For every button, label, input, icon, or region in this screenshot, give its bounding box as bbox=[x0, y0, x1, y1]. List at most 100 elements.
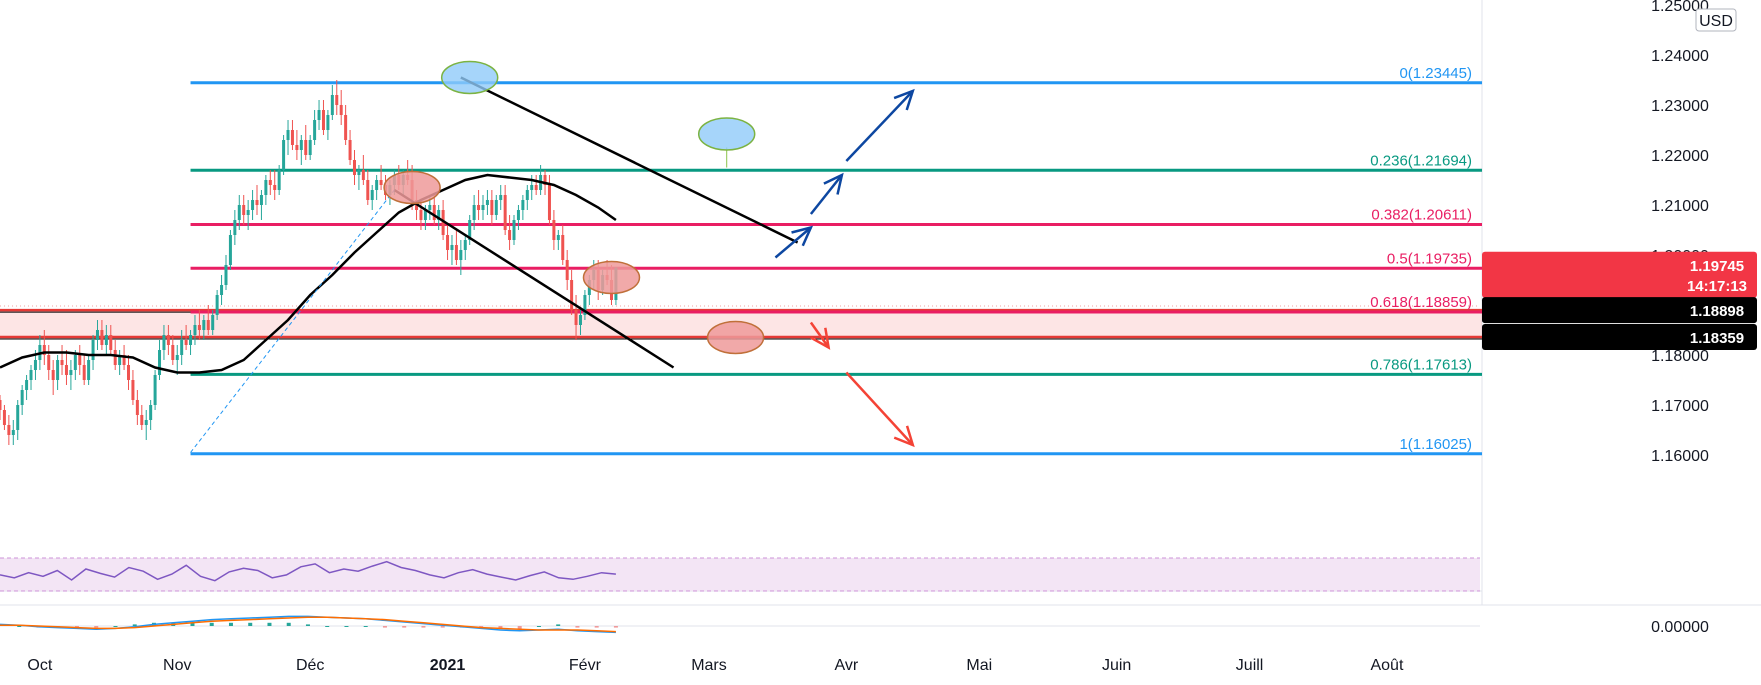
candle-body[interactable] bbox=[490, 200, 494, 215]
highlight-ellipse[interactable] bbox=[383, 170, 441, 205]
candle-body[interactable] bbox=[468, 220, 472, 240]
candle-body[interactable] bbox=[428, 205, 432, 210]
candle-body[interactable] bbox=[180, 340, 184, 355]
candle-body[interactable] bbox=[87, 360, 91, 380]
candle-body[interactable] bbox=[508, 230, 512, 240]
candle-body[interactable] bbox=[175, 355, 179, 360]
candle-body[interactable] bbox=[16, 405, 20, 430]
candle-body[interactable] bbox=[268, 180, 272, 185]
candle-body[interactable] bbox=[100, 330, 104, 345]
candle-body[interactable] bbox=[197, 325, 201, 330]
time-axis[interactable]: Oct Nov Déc 2021 Févr Mars Avr Mai Juin Juill Août bbox=[27, 657, 1404, 674]
candle-body[interactable] bbox=[259, 195, 263, 205]
candle-body[interactable] bbox=[561, 235, 565, 260]
candle-body[interactable] bbox=[95, 330, 99, 340]
candle-body[interactable] bbox=[525, 190, 529, 200]
candle-body[interactable] bbox=[335, 95, 339, 105]
candle-body[interactable] bbox=[158, 350, 162, 375]
candle-body[interactable] bbox=[326, 115, 330, 130]
candle-body[interactable] bbox=[419, 210, 423, 220]
candle-body[interactable] bbox=[282, 140, 286, 170]
candle-body[interactable] bbox=[215, 295, 219, 315]
candle-body[interactable] bbox=[339, 105, 343, 115]
candle-body[interactable] bbox=[42, 345, 46, 355]
candle-body[interactable] bbox=[446, 235, 450, 250]
candle-body[interactable] bbox=[273, 185, 277, 190]
candle-body[interactable] bbox=[113, 350, 117, 365]
candle-body[interactable] bbox=[277, 170, 281, 190]
candle-body[interactable] bbox=[574, 310, 578, 325]
candle-body[interactable] bbox=[547, 185, 551, 220]
candle-body[interactable] bbox=[237, 205, 241, 220]
candle-body[interactable] bbox=[295, 145, 299, 150]
candle-body[interactable] bbox=[304, 140, 308, 155]
candle-body[interactable] bbox=[171, 345, 175, 360]
candle-body[interactable] bbox=[56, 360, 60, 380]
candle-body[interactable] bbox=[308, 140, 312, 155]
candle-body[interactable] bbox=[357, 170, 361, 175]
candle-body[interactable] bbox=[352, 160, 356, 175]
candle-body[interactable] bbox=[118, 355, 122, 365]
candle-body[interactable] bbox=[521, 200, 525, 210]
candle-body[interactable] bbox=[228, 235, 232, 265]
candle-body[interactable] bbox=[379, 180, 383, 185]
candle-body[interactable] bbox=[290, 130, 294, 145]
candle-body[interactable] bbox=[47, 355, 51, 370]
candle-body[interactable] bbox=[7, 425, 11, 435]
candle-body[interactable] bbox=[366, 180, 370, 200]
candle-body[interactable] bbox=[432, 205, 436, 220]
candle-body[interactable] bbox=[370, 190, 374, 200]
candle-body[interactable] bbox=[211, 315, 215, 330]
candle-body[interactable] bbox=[104, 335, 108, 345]
candle-body[interactable] bbox=[78, 355, 82, 365]
candle-body[interactable] bbox=[25, 380, 29, 390]
candle-body[interactable] bbox=[565, 260, 569, 280]
trendline[interactable] bbox=[460, 76, 799, 244]
macd-panel[interactable]: 0.00000 bbox=[0, 615, 1709, 636]
candle-body[interactable] bbox=[242, 205, 246, 215]
candle-body[interactable] bbox=[552, 220, 556, 240]
candle-body[interactable] bbox=[348, 140, 352, 160]
candle-body[interactable] bbox=[149, 405, 153, 420]
candle-body[interactable] bbox=[441, 210, 445, 235]
candle-body[interactable] bbox=[131, 380, 135, 400]
candle-body[interactable] bbox=[286, 130, 290, 140]
highlight-ellipse[interactable] bbox=[582, 260, 641, 295]
candle-body[interactable] bbox=[69, 370, 73, 375]
candle-body[interactable] bbox=[140, 415, 144, 425]
trendline[interactable] bbox=[393, 188, 675, 369]
candle-body[interactable] bbox=[543, 175, 547, 185]
candle-body[interactable] bbox=[189, 335, 193, 345]
candle-body[interactable] bbox=[530, 185, 534, 190]
candle-body[interactable] bbox=[166, 335, 170, 345]
candle-body[interactable] bbox=[60, 360, 64, 365]
candle-body[interactable] bbox=[317, 110, 321, 120]
candle-body[interactable] bbox=[321, 110, 325, 130]
candle-body[interactable] bbox=[264, 180, 268, 195]
candle-body[interactable] bbox=[224, 265, 228, 285]
candle-body[interactable] bbox=[255, 200, 259, 205]
candle-body[interactable] bbox=[82, 365, 86, 380]
candle-body[interactable] bbox=[578, 315, 582, 325]
candle-body[interactable] bbox=[153, 375, 157, 405]
candle-body[interactable] bbox=[472, 205, 476, 220]
candle-body[interactable] bbox=[583, 295, 587, 315]
candle-body[interactable] bbox=[29, 370, 33, 380]
candle-body[interactable] bbox=[2, 410, 6, 425]
candle-body[interactable] bbox=[477, 205, 481, 210]
candle-body[interactable] bbox=[437, 210, 441, 220]
candle-body[interactable] bbox=[73, 355, 77, 370]
candle-body[interactable] bbox=[91, 340, 95, 360]
candle-body[interactable] bbox=[313, 120, 317, 140]
highlight-ellipse[interactable] bbox=[697, 117, 756, 151]
candle-body[interactable] bbox=[485, 200, 489, 205]
candle-body[interactable] bbox=[450, 245, 454, 250]
candle-body[interactable] bbox=[481, 205, 485, 210]
candle-body[interactable] bbox=[499, 195, 503, 200]
candle-body[interactable] bbox=[494, 200, 498, 215]
candle-body[interactable] bbox=[33, 360, 37, 370]
candle-body[interactable] bbox=[220, 285, 224, 295]
fibonacci-levels[interactable]: 0(1.23445) 0.236(1.21694) 0.382(1.20611) 0.… bbox=[190, 65, 1482, 456]
candle-body[interactable] bbox=[202, 320, 206, 330]
